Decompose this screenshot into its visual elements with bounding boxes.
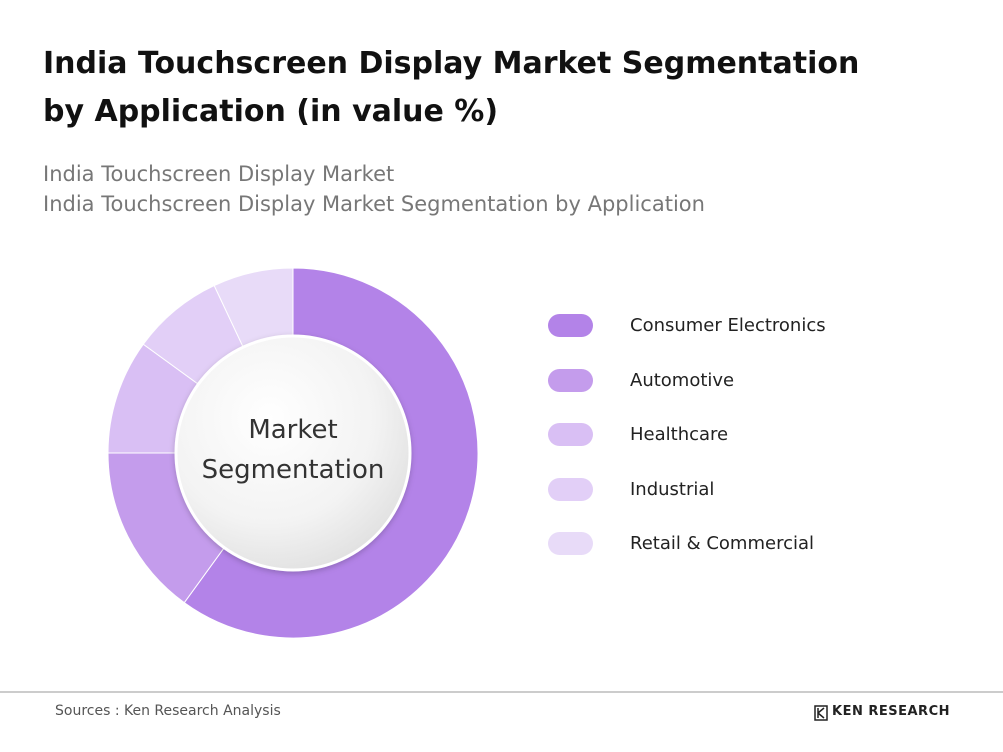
legend-swatch xyxy=(548,368,593,392)
legend-swatch xyxy=(548,423,593,446)
brand-icon xyxy=(814,705,828,721)
legend-label: Retail & Commercial xyxy=(630,533,814,554)
legend-label: Automotive xyxy=(630,369,735,391)
subtitle: India Touchscreen Display Market xyxy=(43,162,395,186)
legend-swatch xyxy=(548,477,593,501)
footer-rule xyxy=(0,691,1003,693)
center-disc xyxy=(174,334,412,572)
center-label: Market Segmentation xyxy=(201,415,385,485)
brand: KEN RESEARCH xyxy=(832,704,950,719)
legend-label: Industrial xyxy=(630,478,715,500)
legend-swatch xyxy=(548,314,593,337)
legend-label: Healthcare xyxy=(630,424,729,445)
legend-label: Consumer Electronics xyxy=(630,315,826,336)
chart-title: India Touchscreen Display Market Segment… xyxy=(43,46,860,129)
subtitle: India Touchscreen Display Market Segment… xyxy=(43,192,705,216)
source: Sources : Ken Research Analysis xyxy=(55,703,281,719)
legend-swatch xyxy=(548,532,593,555)
